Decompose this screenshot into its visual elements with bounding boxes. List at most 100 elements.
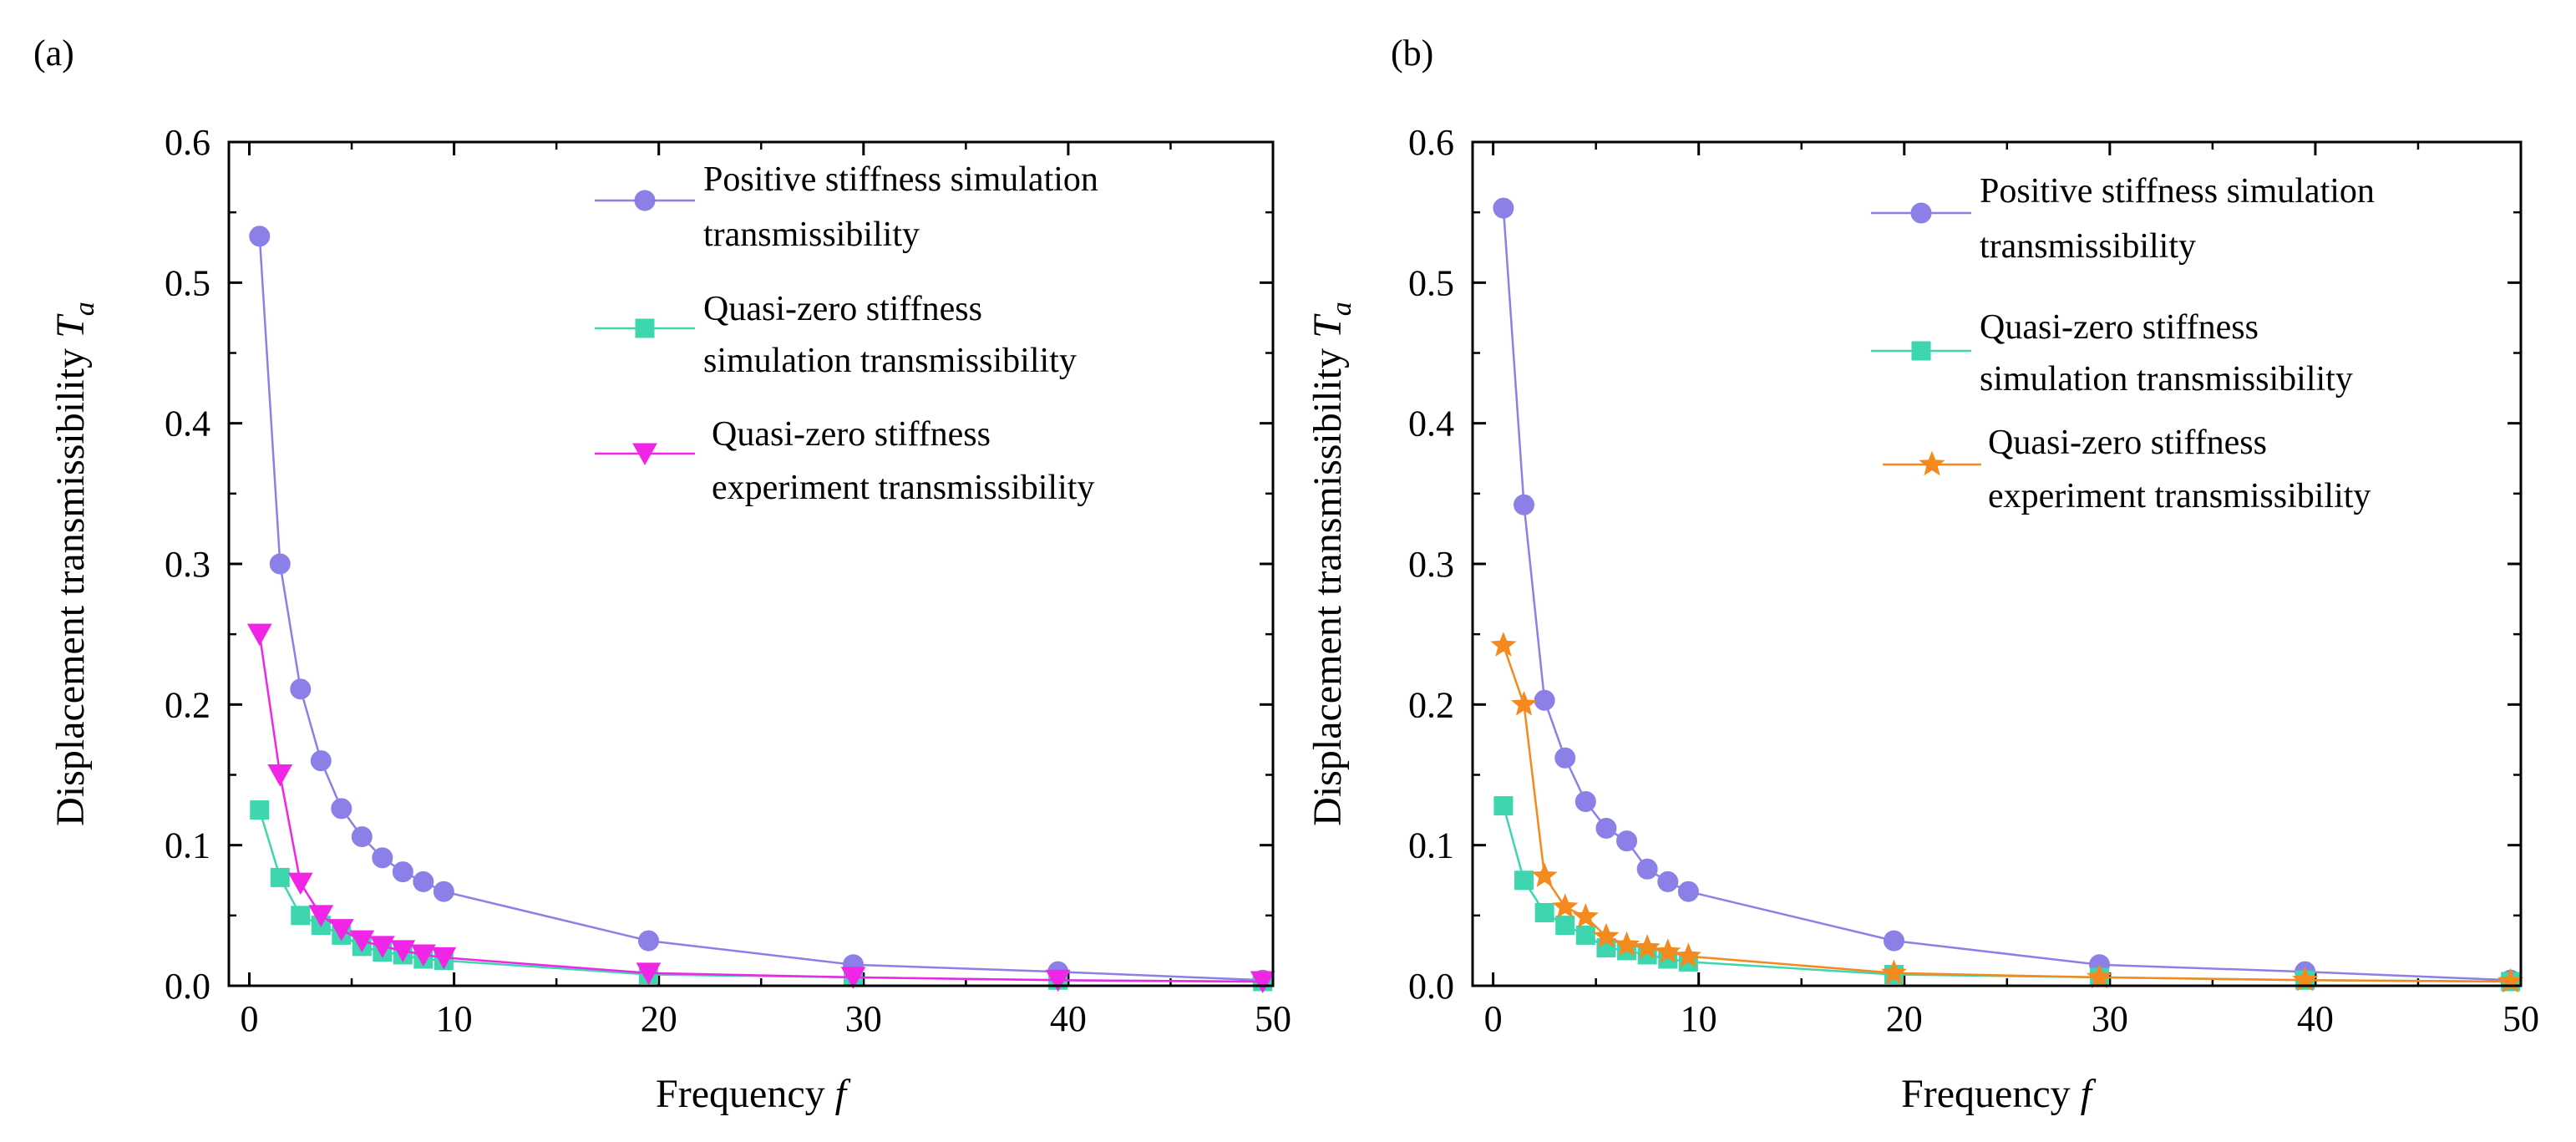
legend-item-qz-exp: Quasi-zero stiffness experiment transmis…: [595, 415, 1094, 507]
data-point: [246, 623, 272, 647]
x-tick-label: 20: [1886, 998, 1923, 1039]
data-point: [431, 947, 457, 970]
series-layer: [246, 226, 1275, 993]
series-circle: [1493, 197, 2522, 991]
legend-label: transmissibility: [1980, 227, 2196, 266]
panel-b: (b) 0 10 20 30 40 50 0.0 0.1 0.2 0.3 0.4 0.5 0.6 Fre…: [1306, 33, 2539, 1116]
legend: Positive stiffness simulation transmissi…: [595, 160, 1098, 507]
x-tick-label: 0: [1484, 998, 1503, 1039]
x-tick-label: 20: [641, 998, 677, 1039]
data-point: [1534, 689, 1555, 711]
series-star: [1490, 632, 2524, 993]
y-tick-label: 0.2: [1408, 684, 1454, 725]
legend-marker-shape: [635, 318, 655, 338]
legend-label: transmissibility: [703, 216, 920, 254]
y-tick-label: 0.1: [1408, 825, 1454, 866]
data-point: [1514, 870, 1534, 891]
series-square: [1493, 796, 2521, 992]
data-point: [1555, 916, 1575, 936]
data-point: [1883, 930, 1904, 952]
data-point: [1616, 830, 1638, 852]
legend-label: Quasi-zero stiffness: [1988, 424, 2267, 462]
x-tick-label: 10: [436, 998, 473, 1039]
x-tick-label: 50: [2502, 998, 2539, 1039]
legend-marker-shape: [634, 190, 656, 211]
y-tick-label: 0.6: [165, 122, 210, 163]
data-point: [1493, 796, 1514, 816]
data-point: [637, 930, 659, 952]
legend-label: experiment transmissibility: [712, 469, 1094, 507]
panel-label: (a): [33, 33, 74, 74]
legend-item-qz-exp: Quasi-zero stiffness experiment transmis…: [1883, 424, 2371, 515]
x-axis-label: Frequency f: [1901, 1072, 2097, 1116]
data-point: [1634, 934, 1661, 959]
legend: Positive stiffness simulation transmissi…: [1871, 172, 2375, 515]
data-point: [840, 967, 866, 989]
data-point: [249, 226, 271, 247]
legend-label: Positive stiffness simulation: [703, 160, 1098, 199]
legend-label: simulation transmissibility: [1980, 360, 2353, 398]
data-point: [390, 940, 416, 962]
data-point: [308, 905, 334, 927]
series-line: [258, 236, 1263, 982]
data-point: [269, 553, 291, 575]
legend-label: Quasi-zero stiffness: [703, 290, 982, 328]
data-point: [270, 867, 290, 887]
x-tick-label: 30: [845, 998, 882, 1039]
panel-label: (b): [1391, 33, 1433, 74]
legend-marker-star: [1919, 450, 1945, 476]
series-line: [1502, 645, 2511, 983]
legend-marker-shape: [1919, 450, 1945, 476]
data-point: [1575, 790, 1596, 812]
data-point: [351, 826, 373, 848]
x-tick-label: 0: [241, 998, 259, 1039]
data-point: [2086, 963, 2113, 989]
data-point: [1572, 903, 1599, 928]
y-tick-label: 0.3: [1408, 544, 1454, 585]
data-point: [369, 936, 395, 958]
data-point: [1593, 922, 1620, 948]
x-tick-label: 40: [1050, 998, 1087, 1039]
plot-frame: [1471, 140, 2523, 987]
legend-marker-square: [635, 318, 655, 338]
data-point: [287, 872, 313, 896]
series-triangle-down: [246, 623, 1275, 993]
data-point: [267, 764, 293, 787]
legend-marker-square: [1911, 341, 1931, 361]
data-point: [291, 906, 311, 926]
data-point: [310, 750, 332, 772]
legend-marker-triangle: [632, 443, 657, 466]
data-point: [1514, 494, 1535, 515]
data-point: [1554, 747, 1576, 769]
legend-marker-circle: [1910, 202, 1932, 224]
y-tick-label: 0.3: [165, 544, 210, 585]
data-point: [1552, 893, 1579, 918]
series-layer: [1490, 197, 2524, 993]
data-point: [331, 798, 352, 820]
data-point: [1880, 959, 1908, 985]
data-point: [1531, 862, 1558, 887]
axis-ticks: 0 10 20 30 40 50 0.0 0.1 0.2 0.3 0.4 0.5 0.6: [165, 122, 1291, 1039]
panel-a: (a) 0 10 20 30 40 50 0.0 0.1 0.2 0.3 0.4 0.5 0.6 Fre…: [33, 33, 1291, 1116]
legend-marker-shape: [1910, 202, 1932, 224]
legend-item-positive: Positive stiffness simulation transmissi…: [1871, 172, 2375, 266]
data-point: [290, 678, 312, 700]
data-point: [433, 881, 454, 902]
data-point: [392, 861, 413, 883]
axis-ticks: 0 10 20 30 40 50 0.0 0.1 0.2 0.3 0.4 0.5 0.6: [1408, 122, 2539, 1039]
legend-item-positive: Positive stiffness simulation transmissi…: [595, 160, 1098, 254]
data-point: [1534, 902, 1554, 922]
series-circle: [249, 226, 1274, 991]
data-point: [1636, 858, 1658, 880]
legend-marker-shape: [632, 443, 657, 466]
y-tick-label: 0.2: [165, 684, 210, 725]
data-point: [349, 930, 375, 953]
x-tick-label: 50: [1255, 998, 1291, 1039]
legend-label: experiment transmissibility: [1988, 477, 2371, 515]
data-point: [1510, 690, 1538, 716]
x-tick-label: 30: [2092, 998, 2128, 1039]
data-point: [636, 962, 662, 985]
legend-item-qz-sim: Quasi-zero stiffness simulation transmis…: [595, 290, 1077, 380]
data-point: [1595, 817, 1617, 839]
